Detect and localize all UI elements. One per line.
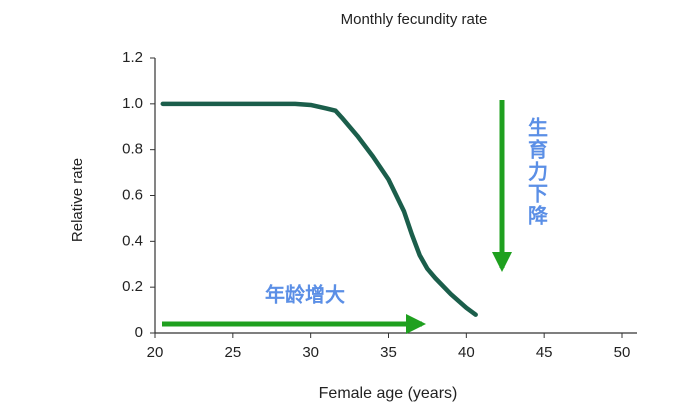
x-tick-label: 45 (536, 344, 553, 361)
y-tick-label: 0.2 (122, 278, 143, 295)
x-tick-label: 35 (380, 344, 397, 361)
annotation: 年龄增大 (265, 283, 345, 307)
x-tick-label: 50 (614, 344, 631, 361)
line (160, 101, 478, 317)
y-tick-label: 0.8 (122, 141, 143, 158)
x-tick-label: 40 (458, 344, 475, 361)
y-axis-label: Relative rate (69, 158, 86, 242)
y-tick-label: 0 (135, 324, 143, 341)
x-tick-label: 25 (224, 344, 241, 361)
y-tick-label: 1.2 (122, 49, 143, 66)
x-axis-label: Female age (years) (319, 385, 458, 402)
y-tick-label: 0.6 (122, 186, 143, 203)
x-tick-label: 20 (147, 344, 164, 361)
x-tick-label: 30 (302, 344, 319, 361)
chart-title: Monthly fecundity rate (341, 11, 488, 28)
y-tick-label: 0.4 (122, 232, 143, 249)
annotation: 生育力下降 (525, 117, 549, 227)
y-tick-label: 1.0 (122, 95, 143, 112)
